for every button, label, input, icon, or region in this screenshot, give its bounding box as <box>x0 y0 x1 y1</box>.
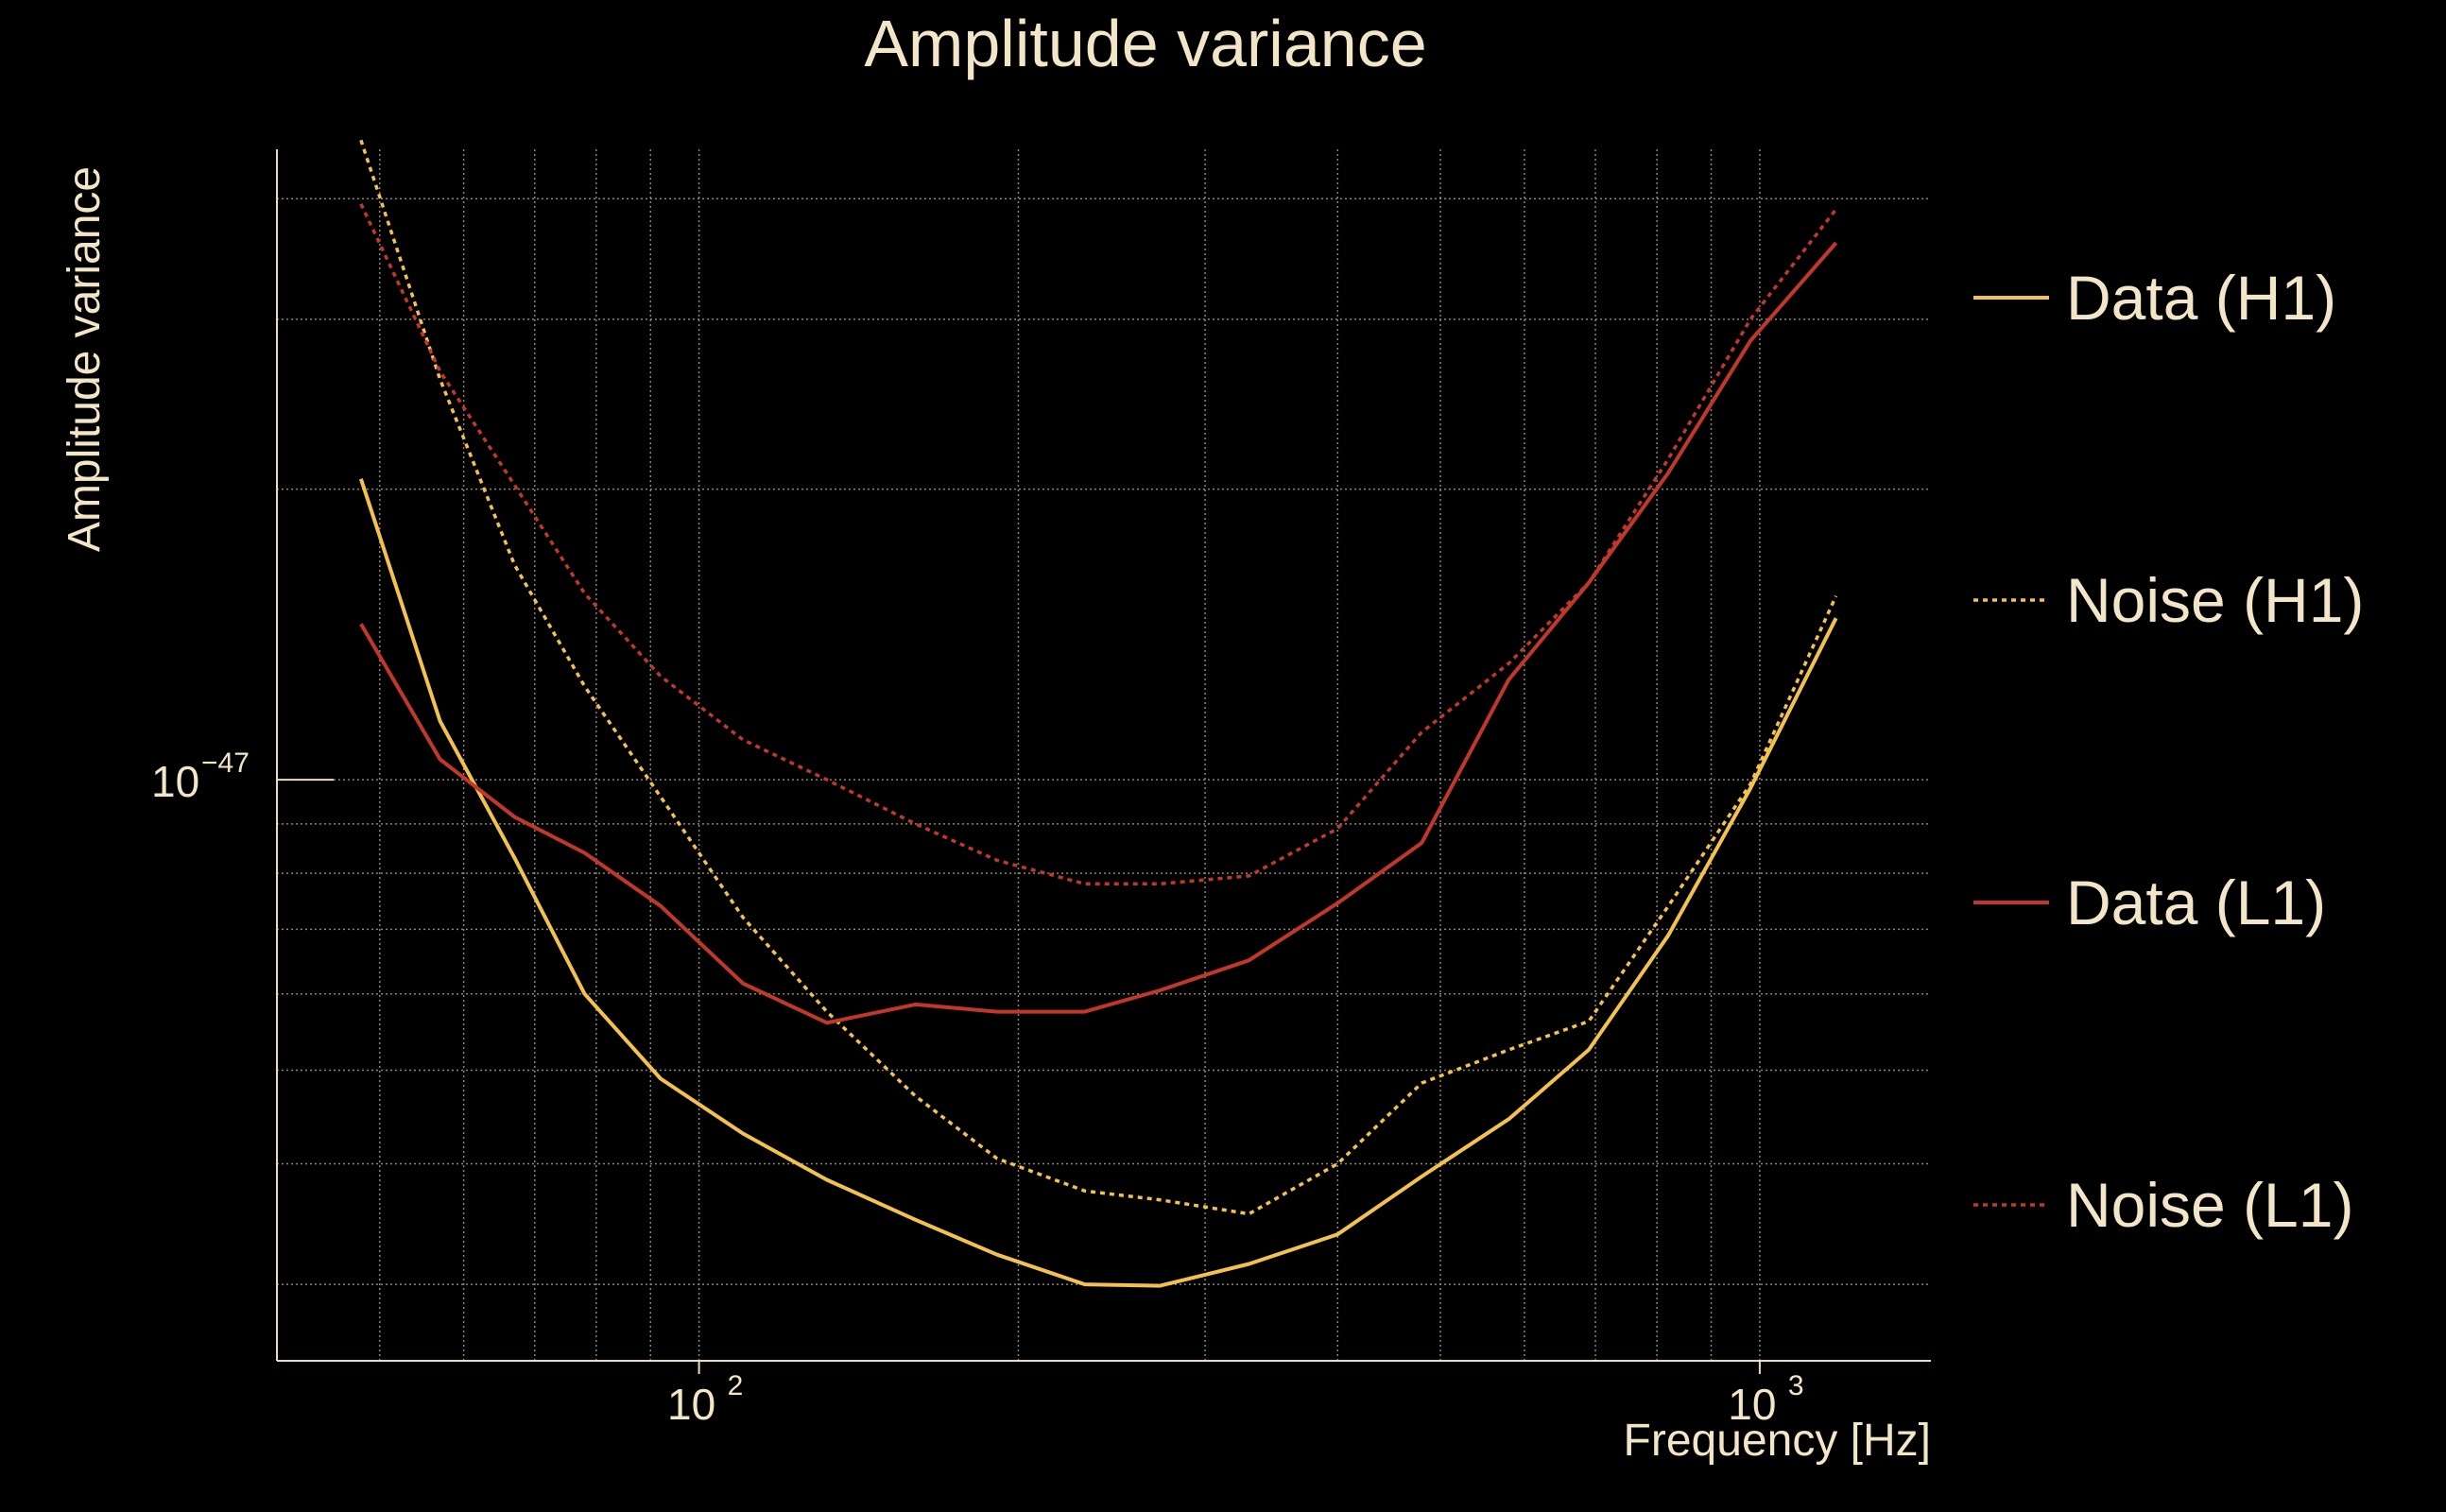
axes <box>276 149 1931 1362</box>
x-tick-exponent: 2 <box>728 1370 744 1401</box>
legend-label-3: Data (L1) <box>2066 868 2326 937</box>
series-line-2 <box>359 139 1838 1216</box>
legend-label-1: Data (H1) <box>2066 263 2336 333</box>
y-tick-label: 10 <box>151 757 199 806</box>
series-line-1 <box>358 478 1838 1288</box>
legend: Data (H1) Noise (H1) Data (L1) Noise (L1) <box>1973 263 2364 1240</box>
x-axis-label: Frequency [Hz] <box>1624 1416 1931 1466</box>
tick-labels: 10 2 10 310 −47 <box>151 747 1804 1429</box>
series-line-4 <box>359 203 1837 886</box>
y-tick-exponent: −47 <box>201 747 250 779</box>
x-tick-label: 10 <box>1728 1380 1776 1429</box>
grid <box>276 149 1931 1361</box>
y-axis-label: Amplitude variance <box>60 166 110 552</box>
x-tick-label: 10 <box>667 1380 715 1429</box>
x-tick-exponent: 3 <box>1788 1370 1804 1401</box>
legend-label-4: Noise (L1) <box>2066 1170 2353 1240</box>
legend-label-2: Noise (H1) <box>2066 565 2364 635</box>
chart-title: Amplitude variance <box>864 7 1426 80</box>
series <box>358 139 1838 1288</box>
